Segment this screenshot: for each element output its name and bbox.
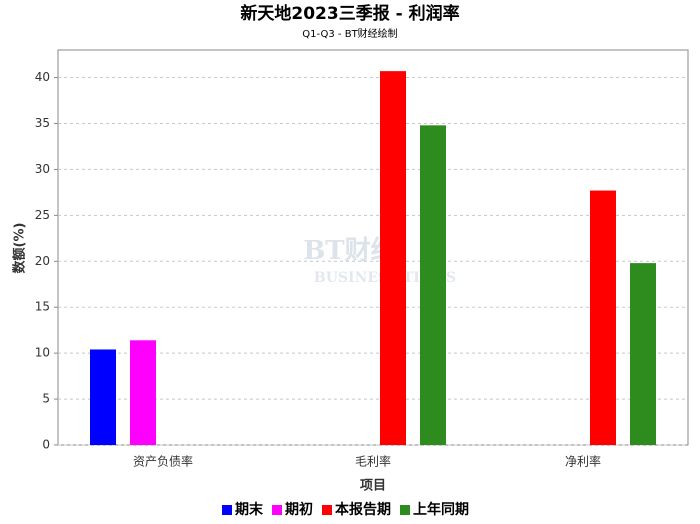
x-tick-label: 净利率	[565, 454, 601, 469]
legend-swatch	[322, 505, 332, 515]
bar	[590, 190, 616, 445]
bar	[130, 340, 156, 445]
x-tick-label: 资产负债率	[133, 454, 193, 469]
bar	[630, 263, 656, 445]
bar	[380, 71, 406, 446]
legend-label: 上年同期	[413, 501, 469, 518]
y-tick-label: 15	[35, 300, 50, 314]
chart-subtitle: Q1-Q3 - BT财经绘制	[302, 27, 397, 40]
legend-swatch	[222, 505, 232, 515]
legend-swatch	[272, 505, 282, 515]
legend-swatch	[400, 505, 410, 515]
chart-title: 新天地2023三季报 - 利润率	[240, 3, 459, 24]
y-tick-label: 5	[42, 392, 50, 406]
y-tick-label: 20	[35, 254, 50, 268]
y-tick-label: 35	[35, 116, 50, 130]
y-tick-label: 0	[42, 438, 50, 452]
x-tick-label: 毛利率	[355, 454, 391, 469]
bar	[420, 125, 446, 445]
bar	[90, 349, 116, 445]
y-axis-label: 数额(%)	[12, 223, 28, 274]
y-tick-label: 30	[35, 162, 50, 176]
legend-label: 期末	[235, 501, 264, 518]
legend-label: 期初	[285, 501, 313, 518]
y-tick-label: 40	[35, 70, 50, 84]
legend-label: 本报告期	[335, 501, 391, 518]
x-axis-label: 项目	[360, 479, 386, 494]
y-tick-label: 25	[35, 208, 50, 222]
y-tick-label: 10	[35, 346, 50, 360]
